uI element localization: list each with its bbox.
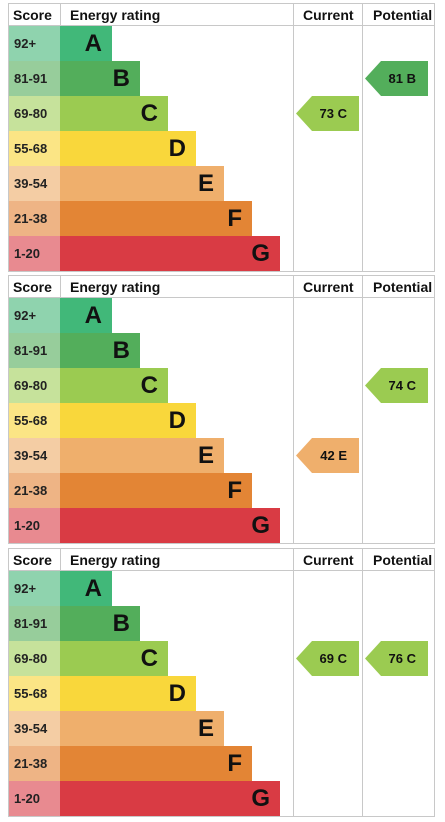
header-rating: Energy rating xyxy=(70,7,161,23)
rating-bar-e: E xyxy=(60,711,224,746)
score-cell: 81-91 xyxy=(9,333,60,368)
rating-bar-d: D xyxy=(60,131,196,166)
chart-header: Score Energy rating Current Potential xyxy=(9,549,434,571)
chart-header: Score Energy rating Current Potential xyxy=(9,276,434,298)
score-cell: 39-54 xyxy=(9,711,60,746)
score-cell: 21-38 xyxy=(9,473,60,508)
score-cell: 92+ xyxy=(9,571,60,606)
column-divider xyxy=(362,4,363,271)
score-cell: 21-38 xyxy=(9,201,60,236)
header-potential: Potential xyxy=(373,7,433,23)
column-divider xyxy=(293,276,294,543)
score-cell: 81-91 xyxy=(9,61,60,96)
score-cell: 92+ xyxy=(9,26,60,61)
rating-bar-b: B xyxy=(60,606,140,641)
rating-bar-c: C xyxy=(60,368,168,403)
header-potential: Potential xyxy=(373,552,433,568)
column-divider xyxy=(293,4,294,271)
rating-bar-d: D xyxy=(60,403,196,438)
rating-bar-g: G xyxy=(60,236,280,271)
score-cell: 55-68 xyxy=(9,676,60,711)
current-rating-arrow: 69 C xyxy=(296,641,359,676)
score-cell: 1-20 xyxy=(9,781,60,816)
current-rating-arrow: 42 E xyxy=(296,438,359,473)
score-cell: 92+ xyxy=(9,298,60,333)
score-cell: 1-20 xyxy=(9,508,60,543)
score-cell: 55-68 xyxy=(9,131,60,166)
column-divider xyxy=(362,549,363,816)
column-divider xyxy=(293,549,294,816)
rating-bar-d: D xyxy=(60,676,196,711)
score-cell: 39-54 xyxy=(9,166,60,201)
score-cell: 21-38 xyxy=(9,746,60,781)
rating-bar-a: A xyxy=(60,26,112,61)
epc-chart: Score Energy rating Current Potential 92+ A 81… xyxy=(8,3,435,272)
header-score: Score xyxy=(13,279,52,295)
rating-bar-f: F xyxy=(60,473,252,508)
score-cell: 81-91 xyxy=(9,606,60,641)
header-score: Score xyxy=(13,7,52,23)
potential-rating-arrow: 74 C xyxy=(365,368,428,403)
header-potential: Potential xyxy=(373,279,433,295)
rating-bar-c: C xyxy=(60,641,168,676)
rating-bar-a: A xyxy=(60,571,112,606)
column-divider xyxy=(362,276,363,543)
rating-bar-f: F xyxy=(60,746,252,781)
score-cell: 69-80 xyxy=(9,368,60,403)
rating-bar-e: E xyxy=(60,166,224,201)
header-current: Current xyxy=(303,552,354,568)
score-cell: 55-68 xyxy=(9,403,60,438)
rating-bar-g: G xyxy=(60,508,280,543)
potential-rating-arrow: 81 B xyxy=(365,61,428,96)
chart-header: Score Energy rating Current Potential xyxy=(9,4,434,26)
rating-bar-b: B xyxy=(60,61,140,96)
rating-bar-f: F xyxy=(60,201,252,236)
rating-bar-c: C xyxy=(60,96,168,131)
header-current: Current xyxy=(303,7,354,23)
score-cell: 69-80 xyxy=(9,641,60,676)
header-rating: Energy rating xyxy=(70,552,161,568)
score-cell: 69-80 xyxy=(9,96,60,131)
rating-bar-a: A xyxy=(60,298,112,333)
score-cell: 39-54 xyxy=(9,438,60,473)
epc-chart: Score Energy rating Current Potential 92+ A 81… xyxy=(8,275,435,544)
score-cell: 1-20 xyxy=(9,236,60,271)
rating-bar-b: B xyxy=(60,333,140,368)
rating-bar-g: G xyxy=(60,781,280,816)
potential-rating-arrow: 76 C xyxy=(365,641,428,676)
rating-bar-e: E xyxy=(60,438,224,473)
header-current: Current xyxy=(303,279,354,295)
header-score: Score xyxy=(13,552,52,568)
epc-chart: Score Energy rating Current Potential 92+ A 81… xyxy=(8,548,435,817)
header-rating: Energy rating xyxy=(70,279,161,295)
current-rating-arrow: 73 C xyxy=(296,96,359,131)
